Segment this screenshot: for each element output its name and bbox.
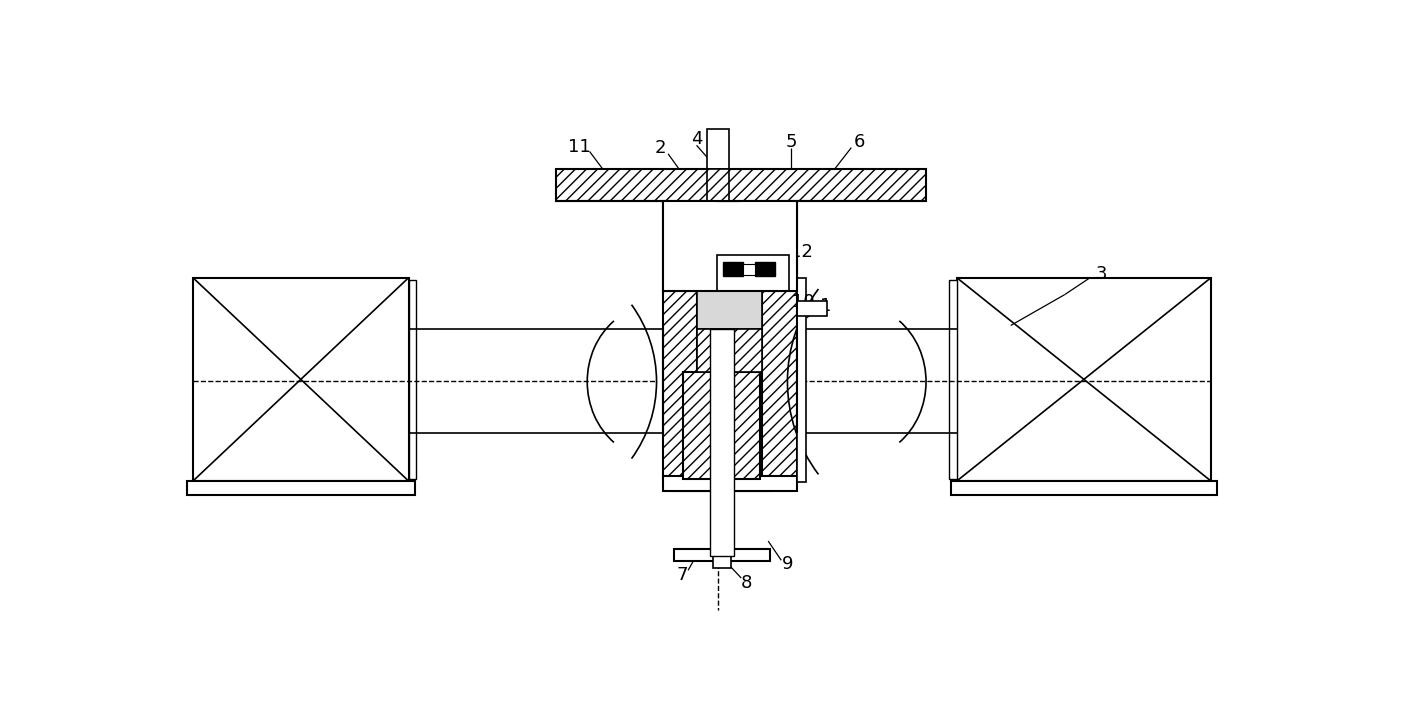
Text: 2: 2 [655, 140, 666, 158]
Text: 12: 12 [790, 244, 812, 261]
Bar [674, 549, 770, 561]
Bar [739, 201, 797, 291]
Text: 1: 1 [821, 297, 832, 315]
Bar [717, 254, 790, 291]
Bar [187, 481, 414, 495]
Text: 10: 10 [791, 294, 813, 312]
Bar [556, 169, 926, 201]
Bar [711, 329, 733, 557]
Bar [712, 491, 731, 568]
Bar [663, 291, 697, 479]
Text: 3: 3 [1096, 265, 1107, 283]
Text: 7: 7 [676, 566, 687, 584]
Bar [722, 262, 743, 276]
Text: 6: 6 [853, 133, 864, 151]
Bar [762, 291, 797, 479]
Text: 8: 8 [740, 573, 752, 591]
Bar [951, 481, 1217, 495]
Bar [697, 329, 762, 372]
Text: 11: 11 [568, 138, 592, 156]
Bar [743, 264, 754, 275]
Bar [192, 278, 409, 481]
Bar [683, 372, 760, 479]
Bar [797, 278, 806, 482]
Bar [409, 280, 416, 479]
Bar [707, 129, 729, 169]
Bar [754, 262, 776, 276]
Text: 9: 9 [781, 555, 794, 573]
Bar [697, 291, 762, 329]
Bar [797, 301, 828, 316]
Text: 5: 5 [785, 133, 797, 151]
Bar [674, 479, 770, 491]
Bar [950, 280, 957, 479]
Bar [707, 169, 729, 201]
Bar [663, 476, 797, 491]
Bar [663, 201, 717, 291]
Bar [663, 201, 797, 291]
Bar [957, 278, 1211, 481]
Text: 4: 4 [691, 130, 702, 148]
